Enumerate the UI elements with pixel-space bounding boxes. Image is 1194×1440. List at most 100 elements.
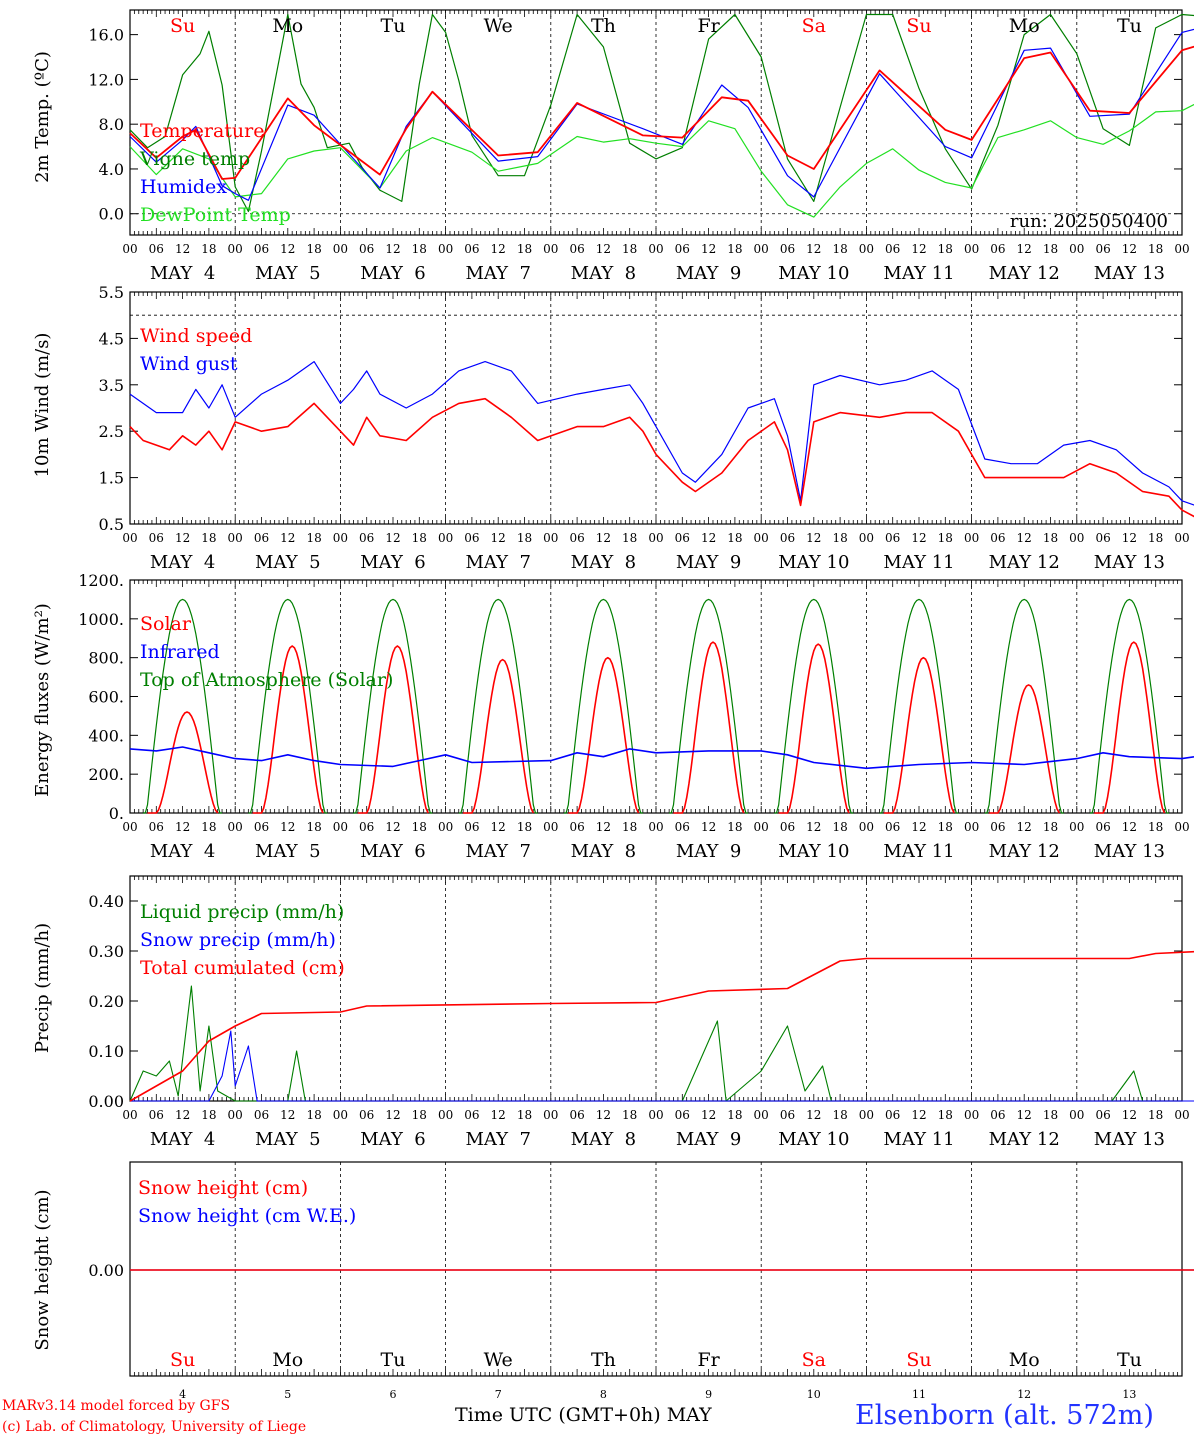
date-label: MAY 6 bbox=[360, 552, 425, 573]
model-credit: MARv3.14 model forced by GFS bbox=[2, 1398, 231, 1414]
hour-tick-label: 06 bbox=[359, 1108, 374, 1122]
x-axis-title: Time UTC (GMT+0h) MAY bbox=[455, 1404, 712, 1426]
series-humidex bbox=[129, 28, 1194, 201]
hour-tick-label: 12 bbox=[911, 531, 926, 545]
y-tick-label: 0.30 bbox=[88, 942, 124, 961]
day-number: 5 bbox=[284, 1388, 291, 1401]
hour-tick-label: 12 bbox=[385, 820, 400, 834]
hour-tick-label: 00 bbox=[228, 242, 243, 256]
legend-entry: Vigne temp bbox=[139, 148, 250, 170]
legend-entry: Snow height (cm) bbox=[138, 1177, 308, 1199]
hour-tick-label: 06 bbox=[1095, 531, 1110, 545]
hour-tick-label: 12 bbox=[175, 531, 190, 545]
date-label: MAY 7 bbox=[465, 1129, 530, 1150]
hour-tick-label: 00 bbox=[122, 1108, 137, 1122]
series-top-of-atmosphere bbox=[774, 598, 854, 814]
hour-tick-label: 06 bbox=[780, 1108, 795, 1122]
day-number: 6 bbox=[390, 1388, 397, 1401]
hour-tick-label: 12 bbox=[806, 531, 821, 545]
hour-tick-label: 06 bbox=[885, 1108, 900, 1122]
date-label: MAY 10 bbox=[778, 552, 849, 573]
hour-tick-label: 12 bbox=[1017, 1108, 1032, 1122]
hour-tick-label: 06 bbox=[569, 1108, 584, 1122]
hour-tick-label: 06 bbox=[359, 820, 374, 834]
hour-tick-label: 18 bbox=[306, 242, 321, 256]
date-label: MAY 6 bbox=[360, 263, 425, 284]
hour-tick-label: 18 bbox=[938, 242, 953, 256]
hour-tick-label: 00 bbox=[543, 820, 558, 834]
hour-tick-label: 12 bbox=[911, 242, 926, 256]
date-label: MAY 5 bbox=[255, 263, 320, 284]
hour-tick-label: 00 bbox=[964, 242, 979, 256]
date-label: MAY 5 bbox=[255, 552, 320, 573]
hour-tick-label: 06 bbox=[675, 1108, 690, 1122]
date-label: MAY 4 bbox=[150, 1129, 215, 1150]
hour-tick-label: 12 bbox=[806, 820, 821, 834]
series-wind-gust bbox=[129, 361, 1194, 506]
panel-1-frame bbox=[129, 9, 1183, 236]
hour-tick-label: 06 bbox=[1095, 242, 1110, 256]
series-top-of-atmosphere bbox=[564, 598, 643, 814]
day-number: 9 bbox=[705, 1388, 712, 1401]
day-number: 13 bbox=[1122, 1388, 1136, 1401]
date-label: MAY 12 bbox=[989, 552, 1060, 573]
hour-tick-label: 18 bbox=[1148, 242, 1163, 256]
hour-tick-label: 00 bbox=[228, 820, 243, 834]
hour-tick-label: 18 bbox=[517, 531, 532, 545]
hour-tick-label: 12 bbox=[1122, 242, 1137, 256]
series-solar bbox=[147, 711, 219, 814]
hour-tick-label: 18 bbox=[412, 1108, 427, 1122]
y-tick-label: 8.0 bbox=[99, 115, 124, 134]
weekday-label: Su bbox=[170, 15, 195, 37]
hour-tick-label: 06 bbox=[359, 531, 374, 545]
hour-tick-label: 06 bbox=[780, 531, 795, 545]
hour-tick-label: 12 bbox=[280, 531, 295, 545]
day-number: 10 bbox=[807, 1388, 821, 1401]
series-solar bbox=[989, 684, 1060, 814]
series-top-of-atmosphere bbox=[879, 598, 959, 814]
hour-tick-label: 12 bbox=[1122, 1108, 1137, 1122]
hour-tick-label: 06 bbox=[464, 820, 479, 834]
series-solar bbox=[883, 656, 955, 814]
station-name: Elsenborn (alt. 572m) bbox=[855, 1400, 1154, 1431]
hour-tick-label: 06 bbox=[885, 242, 900, 256]
y-tick-label: 600. bbox=[88, 688, 124, 707]
hour-tick-label: 12 bbox=[1122, 531, 1137, 545]
hour-tick-label: 18 bbox=[1043, 531, 1058, 545]
hour-tick-label: 06 bbox=[254, 1108, 269, 1122]
date-label: MAY 13 bbox=[1094, 552, 1165, 573]
hour-tick-label: 00 bbox=[333, 242, 348, 256]
series-liquid-precip bbox=[129, 985, 1194, 1102]
hour-tick-label: 18 bbox=[412, 820, 427, 834]
hour-tick-label: 18 bbox=[1043, 1108, 1058, 1122]
hour-tick-label: 00 bbox=[754, 1108, 769, 1122]
hour-tick-label: 00 bbox=[228, 1108, 243, 1122]
weekday-label: Mo bbox=[272, 15, 303, 37]
weekday-label: Mo bbox=[1009, 15, 1040, 37]
hour-tick-label: 00 bbox=[1174, 820, 1189, 834]
series-solar bbox=[252, 645, 324, 814]
day-number: 7 bbox=[495, 1388, 502, 1401]
hour-tick-label: 18 bbox=[1148, 820, 1163, 834]
hour-tick-label: 12 bbox=[280, 242, 295, 256]
date-label: MAY 8 bbox=[571, 263, 636, 284]
hour-tick-label: 00 bbox=[122, 531, 137, 545]
hour-tick-label: 06 bbox=[254, 820, 269, 834]
hour-tick-label: 12 bbox=[385, 242, 400, 256]
hour-tick-label: 12 bbox=[1017, 531, 1032, 545]
hour-tick-label: 12 bbox=[1017, 820, 1032, 834]
date-label: MAY 12 bbox=[989, 841, 1060, 862]
date-label: MAY 6 bbox=[360, 841, 425, 862]
hour-tick-label: 06 bbox=[149, 1108, 164, 1122]
hour-tick-label: 12 bbox=[491, 242, 506, 256]
series-solar bbox=[778, 643, 850, 814]
date-label: MAY 9 bbox=[676, 1129, 741, 1150]
hour-tick-label: 06 bbox=[675, 531, 690, 545]
date-label: MAY 13 bbox=[1094, 263, 1165, 284]
legend-entry: DewPoint Temp bbox=[140, 204, 291, 226]
hour-tick-label: 06 bbox=[464, 531, 479, 545]
date-label: MAY 7 bbox=[465, 841, 530, 862]
date-label: MAY 7 bbox=[465, 552, 530, 573]
series-vigne-temp bbox=[129, 13, 1194, 213]
weekday-label: Su bbox=[906, 15, 931, 37]
